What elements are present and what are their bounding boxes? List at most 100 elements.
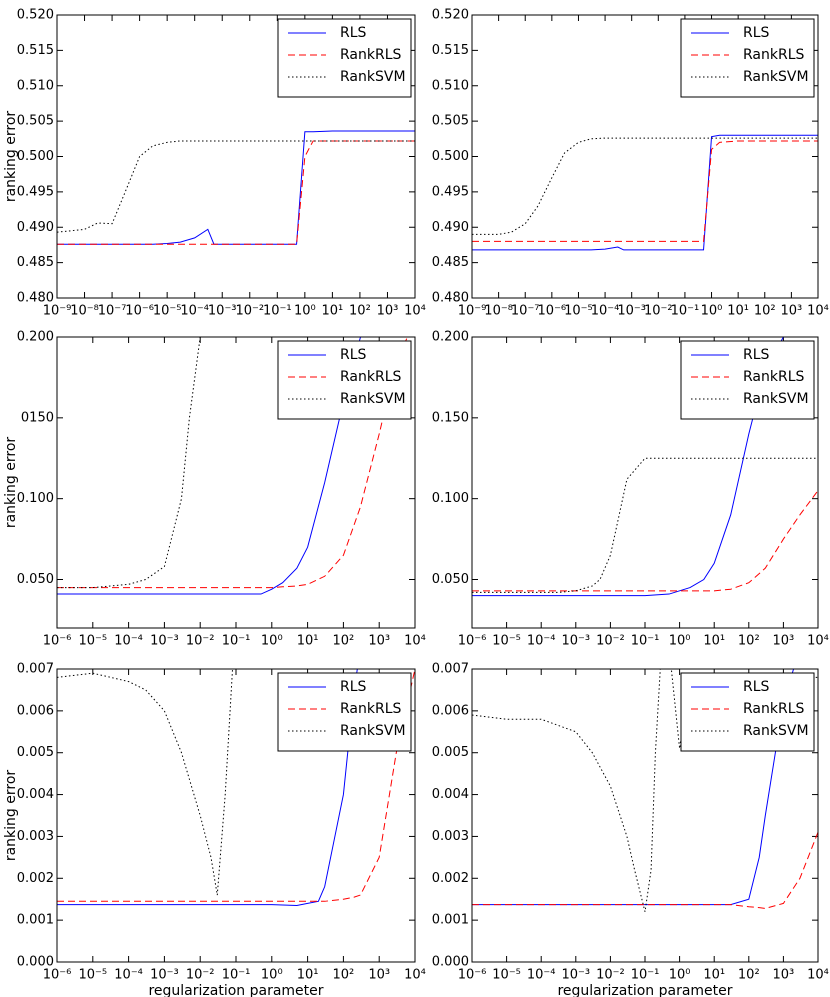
x-tick-label: 10⁻⁴: [114, 634, 143, 649]
x-tick-label: 10³: [368, 968, 390, 983]
y-tick-label: 0.000: [432, 955, 469, 970]
y-tick-label: 0.150: [432, 410, 469, 425]
y-tick-label: 0.510: [432, 78, 469, 93]
x-tick-label: 10⁴: [807, 968, 829, 983]
y-tick-label: 0.480: [432, 291, 469, 306]
x-tick-label: 10⁻⁶: [458, 634, 487, 649]
x-tick-label: 10⁻³: [208, 304, 237, 319]
y-tick-label: 0.000: [17, 955, 54, 970]
y-tick-label: 0.050: [17, 572, 54, 587]
y-tick-label: 0.495: [432, 184, 469, 199]
line: [57, 669, 358, 906]
x-tick-label: 10⁻¹: [671, 304, 700, 319]
y-tick-label: 0.003: [432, 829, 469, 844]
legend-label: RankRLS: [743, 47, 805, 63]
y-tick-label: 0.007: [17, 662, 54, 677]
x-tick-label: 10⁻³: [561, 968, 590, 983]
legend-label: RankRLS: [340, 701, 402, 717]
x-tick-label: 10⁻⁶: [43, 634, 72, 649]
line: [57, 337, 201, 589]
y-tick-label: 0.510: [17, 78, 54, 93]
x-tick-label: 10⁻³: [561, 634, 590, 649]
y-tick-label: 0.002: [17, 871, 54, 886]
x-tick-label: 10⁻⁷: [511, 304, 540, 319]
y-tick-label: 0.505: [17, 114, 54, 129]
y-tick-label: 0.004: [432, 787, 469, 802]
x-tick-label: 10⁻⁶: [458, 968, 487, 983]
x-tick-label: 10⁻²: [596, 968, 625, 983]
legend-label: RankSVM: [743, 723, 809, 739]
axes-frame: [56, 668, 416, 963]
x-tick-label: 10⁻⁶: [125, 304, 154, 319]
x-tick-label: 10⁻⁶: [538, 304, 567, 319]
line: [57, 337, 409, 589]
y-tick-label: 0.500: [17, 149, 54, 164]
legend-label: RankRLS: [340, 369, 402, 385]
x-tick-label: 10⁻³: [617, 304, 646, 319]
x-tick-label: 10⁻²: [186, 634, 215, 649]
x-tick-label: 10⁻¹: [222, 968, 251, 983]
x-tick-label: 10⁴: [404, 304, 426, 319]
legend-box: [680, 672, 815, 752]
x-tick-label: 10⁻⁸: [70, 304, 99, 319]
x-tick-label: 10⁻⁶: [43, 968, 72, 983]
x-tick-label: 10¹: [703, 968, 725, 983]
legend-box: [680, 340, 815, 420]
x-tick-label: 10⁻¹: [631, 634, 660, 649]
axes-frame: [471, 14, 819, 299]
x-tick-label: 10²: [754, 304, 776, 319]
legend-label: RankRLS: [743, 369, 805, 385]
x-tick-label: 10⁻⁷: [98, 304, 127, 319]
legend-box: [277, 672, 412, 752]
legend-label: RLS: [743, 347, 770, 363]
axes-frame: [56, 14, 416, 299]
x-tick-label: 10⁻⁴: [114, 968, 143, 983]
x-tick-label: 10⁰: [294, 304, 316, 319]
x-tick-label: 10⁻³: [150, 634, 179, 649]
y-tick-label: 0.515: [17, 43, 54, 58]
y-tick-label: 0.515: [432, 43, 469, 58]
x-tick-label: 10⁻⁹: [458, 304, 487, 319]
line: [472, 137, 818, 235]
y-tick-label: 0.006: [432, 703, 469, 718]
x-tick-label: 10⁰: [669, 968, 691, 983]
legend-label: RankRLS: [340, 47, 402, 63]
y-tick-label: 0.004: [17, 787, 54, 802]
x-tick-label: 10⁰: [669, 634, 691, 649]
panel: 0.480 0.485 0.490 0.495 0.500 0.505 0.510 0.515…: [432, 8, 829, 319]
legend-box: [680, 18, 815, 98]
x-tick-label: 10¹: [727, 304, 749, 319]
legend-label: RLS: [743, 25, 770, 41]
legend-label: RankSVM: [340, 391, 406, 407]
x-tick-label: 10⁴: [807, 634, 829, 649]
y-axis-label: ranking error: [3, 111, 19, 203]
x-tick-label: 10¹: [297, 634, 319, 649]
x-tick-label: 10²: [333, 634, 355, 649]
x-tick-label: 10³: [781, 304, 803, 319]
line: [472, 337, 784, 597]
x-tick-label: 10⁻⁵: [564, 304, 593, 319]
y-tick-label: 0.005: [17, 745, 54, 760]
x-tick-label: 10¹: [297, 968, 319, 983]
y-tick-label: 0.005: [432, 745, 469, 760]
x-tick-label: 10⁰: [701, 304, 723, 319]
y-tick-label: 0.485: [432, 255, 469, 270]
x-tick-label: 10¹: [322, 304, 344, 319]
x-tick-label: 10⁻⁵: [492, 968, 521, 983]
line: [472, 490, 818, 592]
y-tick-label: 0.050: [432, 572, 469, 587]
y-tick-label: 0.505: [432, 114, 469, 129]
y-tick-label: 0.100: [17, 491, 54, 506]
legend-box: [277, 18, 412, 98]
panel: 0.000 0.001 0.002 0.003 0.004 0.005 0.006 0.007…: [432, 662, 829, 997]
panel: 0.000 0.001 0.002 0.003 0.004 0.005 0.006 0.007…: [3, 662, 426, 997]
x-tick-label: 10³: [377, 304, 399, 319]
x-tick-label: 10⁻⁵: [78, 968, 107, 983]
y-tick-label: 0.200: [17, 330, 54, 345]
axes-frame: [56, 336, 416, 629]
x-tick-label: 10⁻⁸: [484, 304, 513, 319]
y-tick-label: 0.100: [432, 491, 469, 506]
x-tick-label: 10⁻⁵: [153, 304, 182, 319]
x-tick-label: 10⁻²: [644, 304, 673, 319]
